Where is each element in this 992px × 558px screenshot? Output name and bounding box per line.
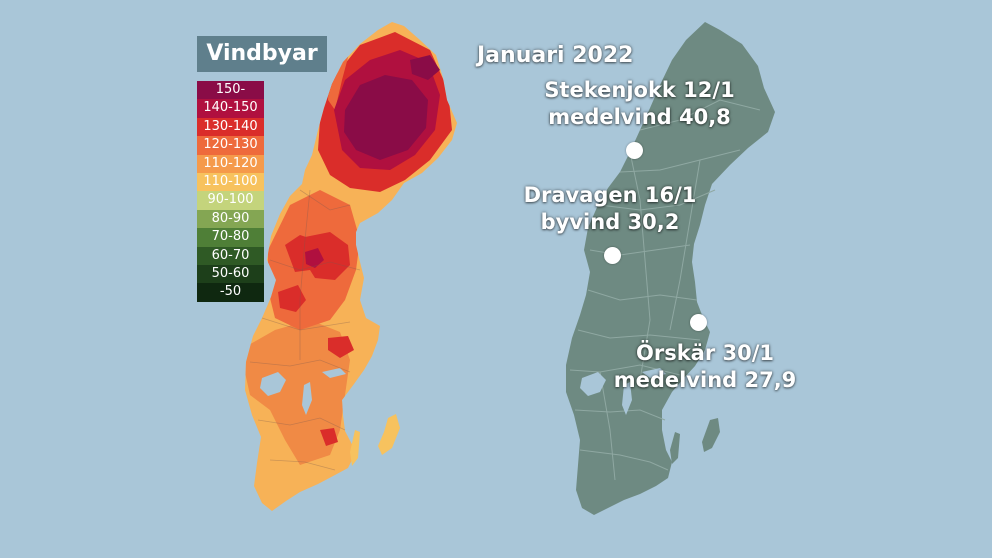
reference-map — [566, 22, 775, 515]
lake-vanern-right — [580, 372, 606, 396]
legend-item: 110-100 — [197, 172, 264, 192]
zone-130-140-b — [300, 232, 350, 280]
zone-130-140-c — [278, 285, 306, 312]
lake-vattern — [302, 382, 312, 415]
station-detail: byvind 30,2 — [540, 210, 680, 234]
station-name: Dravagen 16/1 — [523, 183, 697, 207]
wind-gust-map — [245, 22, 457, 511]
legend-item: 140-150 — [197, 99, 264, 118]
zone-130-140-south — [320, 428, 338, 446]
legend-item: 110-120 — [197, 154, 264, 173]
legend-item: -50 — [197, 283, 264, 302]
legend-item: 60-70 — [197, 246, 264, 265]
legend-item: 70-80 — [197, 228, 264, 247]
lake-malaren — [322, 368, 346, 378]
lake-vattern-right — [622, 382, 632, 415]
legend-item: 90-100 — [197, 191, 264, 210]
zone-130-140-d — [328, 336, 354, 358]
legend-item: 80-90 — [197, 209, 264, 229]
island-gotland-right — [702, 418, 720, 452]
sweden-outline-right — [566, 22, 775, 515]
station-detail: medelvind 40,8 — [548, 105, 731, 129]
zone-140-150-central — [305, 248, 324, 268]
island-gotland — [378, 414, 400, 455]
station-label-dravagen: Dravagen 16/1 byvind 30,2 — [515, 182, 705, 236]
left-map-lakes — [260, 368, 346, 415]
legend-item: 130-140 — [197, 117, 264, 137]
station-name: Stekenjokk 12/1 — [544, 78, 735, 102]
station-marker-dravagen — [604, 247, 621, 264]
right-map-lakes — [580, 368, 666, 415]
zone-150-plus-b — [410, 55, 440, 80]
station-name: Örskär 30/1 — [635, 341, 775, 365]
island-oland-right — [670, 432, 680, 464]
zone-150-plus — [344, 75, 428, 160]
legend-item: 120-130 — [197, 136, 264, 155]
right-map-borders — [569, 99, 761, 481]
period-label: Januari 2022 — [477, 43, 634, 68]
island-oland — [350, 430, 360, 466]
left-map-borders — [249, 189, 361, 471]
legend-item: 150- — [197, 81, 264, 100]
station-detail: medelvind 27,9 — [613, 368, 797, 392]
lake-vanern — [260, 372, 286, 396]
station-label-stekenjokk: Stekenjokk 12/1 medelvind 40,8 — [537, 77, 742, 131]
legend-item: 50-60 — [197, 264, 264, 284]
station-marker-stekenjokk — [626, 142, 643, 159]
lake-malaren-right — [642, 368, 666, 378]
gust-legend: 150- 140-150 130-140 120-130 110-120 110-100 9… — [197, 81, 264, 302]
station-label-orskar: Örskär 30/1 medelvind 27,9 — [610, 340, 800, 394]
zone-120-130-south — [245, 320, 350, 465]
map-title: Vindbyar — [197, 36, 327, 72]
station-marker-orskar — [690, 314, 707, 331]
